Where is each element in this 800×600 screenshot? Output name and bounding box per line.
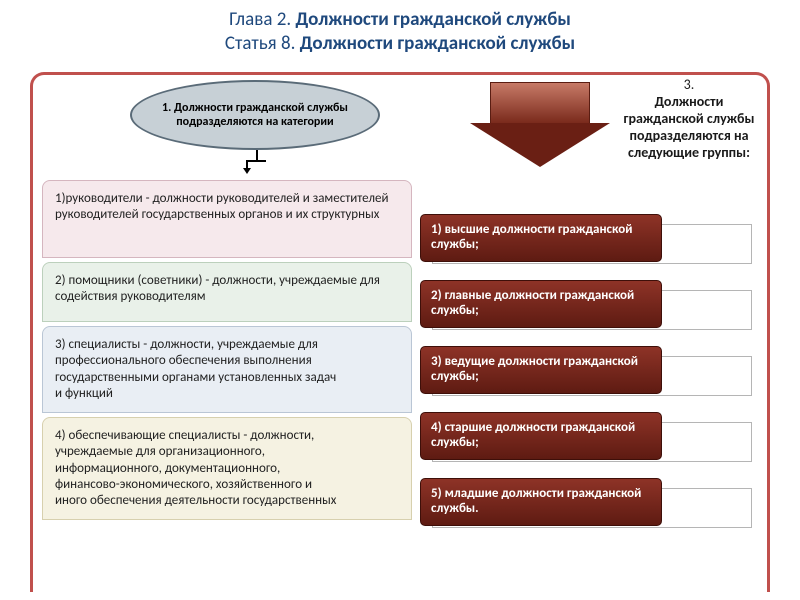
group-plate-4: 4) старшие должности гражданской службы; (420, 412, 662, 460)
title-line1-bold: Должности гражданской службы (295, 8, 570, 31)
group-item-3: 3) ведущие должности гражданской службы; (420, 346, 762, 398)
title-line2-prefix: Статья 8. (225, 32, 300, 55)
group-text-3: 3) ведущие должности гражданской службы; (431, 355, 651, 385)
group-plate-5: 5) младшие должности гражданской службы. (420, 478, 662, 526)
group-text-5: 5) младшие должности гражданской службы. (431, 487, 651, 517)
categories-ellipse: 1. Должности гражданской службы подразде… (130, 80, 380, 150)
group-plate-3: 3) ведущие должности гражданской службы; (420, 346, 662, 394)
down-arrow-icon (490, 82, 610, 167)
slide-title: Глава 2. Должности гражданской службы Ст… (0, 8, 800, 56)
title-line2-bold: Должности гражданской службы (300, 32, 575, 55)
groups-list: 1) высшие должности гражданской службы; … (420, 214, 762, 544)
category-block-2: 2) помощники (советники) - должности, уч… (42, 262, 412, 322)
group-item-2: 2) главные должности гражданской службы; (420, 280, 762, 332)
group-text-1: 1) высшие должности гражданской службы; (431, 223, 651, 253)
category-text-2: 2) помощники (советники) - должности, уч… (55, 273, 380, 304)
groups-caption-text: Должности гражданской службы подразделяю… (614, 93, 764, 161)
group-item-1: 1) высшие должности гражданской службы; (420, 214, 762, 266)
category-text-3: 3) специалисты - должности, учреждаемые … (55, 337, 336, 401)
group-plate-2: 2) главные должности гражданской службы; (420, 280, 662, 328)
category-text-4: 4) обеспечивающие специалисты - должност… (55, 428, 336, 508)
category-block-1: 1)руководители - должности руководителей… (42, 180, 412, 258)
groups-caption: 3. Должности гражданской службы подразде… (614, 76, 764, 161)
category-block-3: 3) специалисты - должности, учреждаемые … (42, 326, 412, 413)
categories-list: 1)руководители - должности руководителей… (42, 180, 412, 524)
category-block-4: 4) обеспечивающие специалисты - должност… (42, 417, 412, 520)
group-text-2: 2) главные должности гражданской службы; (431, 289, 651, 319)
category-text-1: 1)руководители - должности руководителей… (55, 191, 389, 222)
title-line1-prefix: Глава 2. (229, 8, 295, 31)
group-item-4: 4) старшие должности гражданской службы; (420, 412, 762, 464)
group-text-4: 4) старшие должности гражданской службы; (431, 421, 651, 451)
group-item-5: 5) младшие должности гражданской службы. (420, 478, 762, 530)
connector-arrow (246, 150, 270, 174)
categories-ellipse-text: 1. Должности гражданской службы подразде… (160, 101, 350, 129)
group-plate-1: 1) высшие должности гражданской службы; (420, 214, 662, 262)
groups-caption-num: 3. (614, 76, 764, 93)
